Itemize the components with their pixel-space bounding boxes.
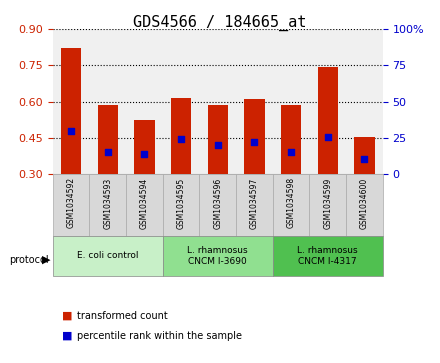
Point (178, 136, 185, 142)
Point (68, 128, 75, 134)
Text: ■: ■ (62, 331, 72, 341)
Point (324, 134, 331, 140)
FancyBboxPatch shape (236, 174, 273, 236)
Bar (281, 105, 301, 174)
FancyBboxPatch shape (309, 174, 346, 236)
Bar (354, 137, 374, 174)
Text: L. rhamnosus
CNCM I-4317: L. rhamnosus CNCM I-4317 (297, 246, 358, 266)
Text: GSM1034596: GSM1034596 (213, 177, 222, 229)
FancyBboxPatch shape (89, 174, 126, 236)
Bar (61, 48, 81, 174)
Bar (208, 105, 228, 174)
Text: GSM1034599: GSM1034599 (323, 177, 332, 229)
Text: GDS4566 / 184665_at: GDS4566 / 184665_at (133, 15, 307, 31)
Text: ▶: ▶ (42, 254, 50, 265)
Bar (98, 105, 118, 174)
Text: GSM1034594: GSM1034594 (140, 177, 149, 229)
FancyBboxPatch shape (273, 236, 383, 276)
FancyBboxPatch shape (53, 236, 163, 276)
Point (104, 150, 111, 155)
Text: GSM1034598: GSM1034598 (286, 177, 296, 228)
Text: GSM1034595: GSM1034595 (176, 177, 186, 229)
Point (251, 139, 258, 144)
Text: GSM1034597: GSM1034597 (250, 177, 259, 229)
Text: protocol: protocol (9, 254, 48, 265)
FancyBboxPatch shape (53, 174, 89, 236)
Point (361, 156, 368, 162)
Text: ■: ■ (62, 311, 72, 321)
Text: transformed count: transformed count (77, 311, 168, 321)
Text: GSM1034593: GSM1034593 (103, 177, 112, 229)
Point (288, 150, 295, 155)
Text: L. rhamnosus
CNCM I-3690: L. rhamnosus CNCM I-3690 (187, 246, 248, 266)
Text: percentile rank within the sample: percentile rank within the sample (77, 331, 242, 341)
FancyBboxPatch shape (199, 174, 236, 236)
Text: E. coli control: E. coli control (77, 252, 139, 260)
FancyBboxPatch shape (273, 174, 309, 236)
Point (141, 151, 148, 156)
FancyBboxPatch shape (126, 174, 163, 236)
FancyBboxPatch shape (163, 174, 199, 236)
Bar (134, 120, 154, 174)
Text: GSM1034600: GSM1034600 (360, 177, 369, 229)
Bar (318, 66, 338, 174)
Bar (171, 98, 191, 174)
Point (214, 142, 221, 148)
FancyBboxPatch shape (163, 236, 273, 276)
Bar (244, 99, 264, 174)
Text: GSM1034592: GSM1034592 (66, 177, 76, 228)
FancyBboxPatch shape (346, 174, 383, 236)
